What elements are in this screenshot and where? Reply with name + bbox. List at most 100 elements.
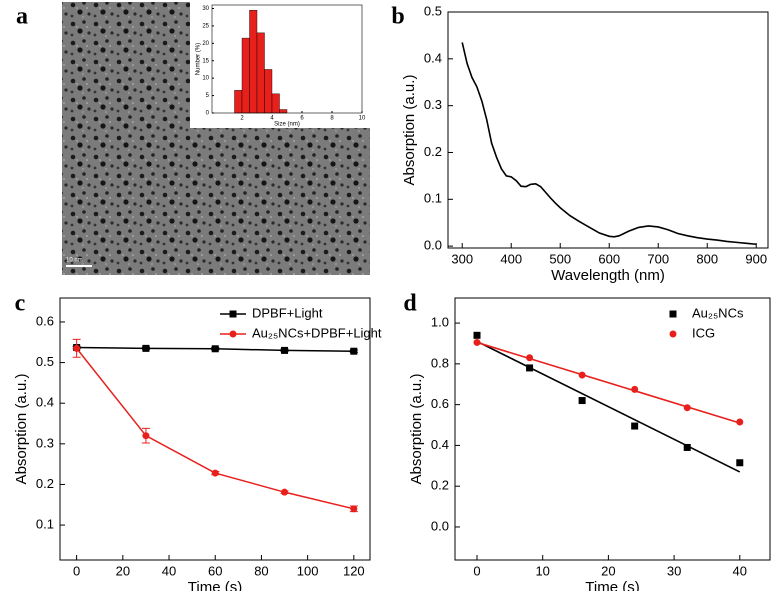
x-tick-label: 40 <box>733 563 747 578</box>
point <box>526 364 534 372</box>
y-tick-label: 0.3 <box>36 435 54 450</box>
point <box>683 404 691 412</box>
y-tick-label: 0.1 <box>36 517 54 532</box>
point <box>350 505 358 513</box>
y-axis-label: Absorption (a.u.) <box>13 374 30 485</box>
x-tick-label: 600 <box>598 251 620 266</box>
x-axis-label: Time (s) <box>188 579 242 591</box>
x-tick-label: 300 <box>451 251 473 266</box>
x-tick-label: 30 <box>667 563 681 578</box>
y-tick-label: 0.4 <box>36 395 54 410</box>
y-tick-label: 0.2 <box>424 144 442 159</box>
point <box>578 397 586 405</box>
x-tick-label: 8 <box>330 116 334 122</box>
y-axis-label: Number (%) <box>196 43 202 75</box>
x-tick-label: 20 <box>601 563 615 578</box>
y-tick-label: 1.0 <box>431 315 449 330</box>
point <box>631 385 639 393</box>
point <box>736 418 744 426</box>
legend-marker <box>229 330 237 338</box>
point <box>578 371 586 379</box>
y-tick-label: 0.0 <box>424 238 442 253</box>
y-tick-label: 0.5 <box>36 354 54 369</box>
x-tick-label: 100 <box>297 563 319 578</box>
bar <box>241 37 250 114</box>
y-axis-label: Absorption (a.u.) <box>401 75 418 186</box>
x-tick-label: 700 <box>647 251 669 266</box>
x-tick-label: 2 <box>240 116 244 122</box>
bar <box>256 32 265 114</box>
x-axis-label: Time (s) <box>585 579 639 591</box>
point <box>473 338 481 346</box>
y-tick-label: 0.4 <box>431 437 449 452</box>
point <box>683 443 691 451</box>
point <box>211 469 219 477</box>
axes-frame <box>59 297 371 561</box>
x-tick-label: 6 <box>300 116 304 122</box>
legend-marker <box>229 310 237 318</box>
bar <box>249 10 258 114</box>
bar <box>264 69 273 114</box>
x-tick-label: 800 <box>696 251 718 266</box>
y-tick-label: 10 <box>202 76 209 82</box>
y-tick-label: 30 <box>202 6 209 12</box>
point <box>142 432 150 440</box>
x-tick-label: 60 <box>208 563 222 578</box>
point <box>526 354 534 362</box>
panel-label: b <box>391 4 404 30</box>
y-tick-label: 25 <box>202 23 209 29</box>
x-axis-label: Size (nm) <box>274 122 300 128</box>
x-tick-label: 900 <box>745 251 767 266</box>
y-tick-label: 0 <box>206 111 210 117</box>
point <box>281 488 289 496</box>
axes-frame <box>454 297 771 561</box>
panel-label: a <box>16 4 28 30</box>
y-axis-label: Absorption (a.u.) <box>408 374 425 485</box>
y-tick-label: 0.4 <box>424 50 442 65</box>
point <box>473 331 481 339</box>
y-tick-label: 0.6 <box>431 396 449 411</box>
x-tick-label: 10 <box>359 116 366 122</box>
axes-frame <box>447 11 769 249</box>
y-tick-label: 20 <box>202 41 209 47</box>
y-tick-label: 0.6 <box>36 313 54 328</box>
y-tick-label: 0.2 <box>36 476 54 491</box>
x-tick-label: 10 <box>535 563 549 578</box>
x-tick-label: 400 <box>500 251 522 266</box>
fit-line <box>476 341 741 424</box>
fit-line <box>476 340 741 473</box>
panel-label: c <box>15 291 26 317</box>
inset-background <box>190 2 370 128</box>
x-axis-label: Wavelength (nm) <box>551 267 665 284</box>
y-tick-label: 0.3 <box>424 97 442 112</box>
x-tick-label: 80 <box>254 563 268 578</box>
y-tick-label: 0.2 <box>431 478 449 493</box>
y-tick-label: 0.8 <box>431 355 449 370</box>
point <box>142 344 150 352</box>
line <box>76 347 355 510</box>
legend-label: DPBF+Light <box>252 305 323 320</box>
legend-label: Au₂₅NCs <box>692 305 744 320</box>
legend-marker <box>669 310 677 318</box>
legend-marker <box>669 330 677 338</box>
panel-label: d <box>403 291 417 317</box>
line <box>461 42 757 246</box>
point <box>281 346 289 354</box>
bar <box>271 93 280 114</box>
y-tick-label: 15 <box>202 58 209 64</box>
x-tick-label: 20 <box>116 563 130 578</box>
bar <box>279 109 288 114</box>
axes-frame <box>211 4 363 114</box>
y-tick-label: 5 <box>206 93 210 99</box>
scale-bar-label: 10 nm <box>66 258 83 264</box>
bar <box>234 90 243 114</box>
point <box>736 459 744 467</box>
y-tick-label: 0.1 <box>424 191 442 206</box>
point <box>73 344 81 352</box>
x-tick-label: 40 <box>162 563 176 578</box>
point <box>631 422 639 430</box>
point <box>350 347 358 355</box>
x-tick-label: 0 <box>73 563 80 578</box>
